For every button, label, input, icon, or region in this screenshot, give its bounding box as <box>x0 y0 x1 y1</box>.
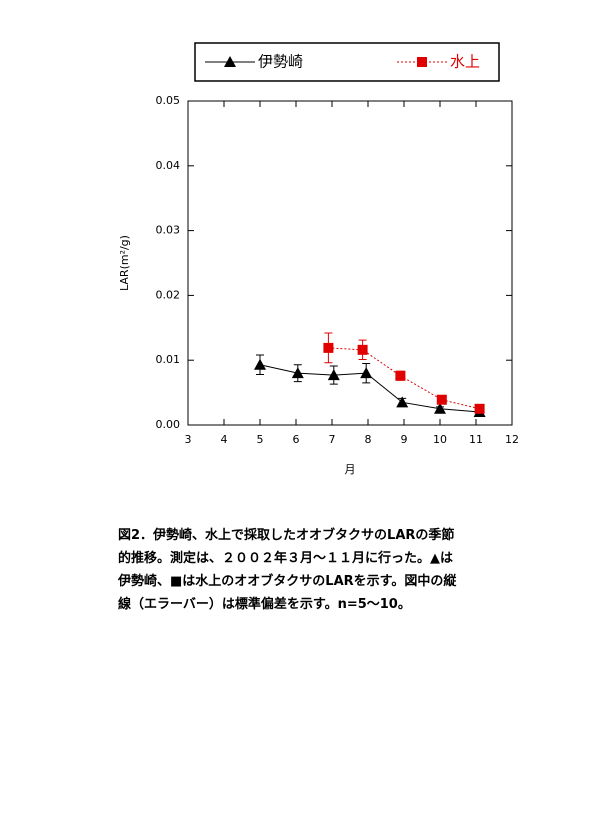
legend-marker <box>417 57 427 67</box>
legend-box <box>194 42 500 82</box>
legend-label: 伊勢崎 <box>258 53 303 71</box>
series-line <box>259 364 480 413</box>
x-tick-label: 4 <box>221 433 228 446</box>
y-axis-label: LAR(m²/g) <box>118 235 131 291</box>
marker <box>474 403 485 414</box>
marker <box>395 370 406 381</box>
y-tick-label: 0.00 <box>156 418 181 431</box>
caption-line: 伊勢崎、■は水上のオオブタクサのLARを示す。図中の縦 <box>118 574 457 589</box>
caption-line: 的推移。測定は、２００２年３月～１１月に行った。▲は <box>118 551 453 566</box>
marker <box>323 342 334 353</box>
marker <box>360 367 373 379</box>
marker <box>396 396 409 408</box>
marker <box>254 358 266 370</box>
y-tick-label: 0.02 <box>156 288 181 301</box>
caption-line: 線（エラーバー）は標準偏差を示す。n=5～10。 <box>118 597 411 612</box>
y-tick-label: 0.03 <box>156 224 181 237</box>
y-tick-label: 0.01 <box>156 353 181 366</box>
y-tick-label: 0.05 <box>156 94 181 107</box>
x-tick-label: 7 <box>329 433 336 446</box>
marker <box>357 344 368 355</box>
x-tick-label: 6 <box>293 433 300 446</box>
caption: 図2．伊勢崎、水上で採取したオオブタクサのLARの季節 的推移。測定は、２００２年… <box>118 524 538 616</box>
chart: LAR(m²/g) 月 0.00 0.01 0.02 0.03 0.04 0.05 3 4 5 6… <box>118 42 519 476</box>
x-tick-label: 5 <box>257 433 264 446</box>
y-tick-label: 0.04 <box>156 159 181 172</box>
x-tick-label: 10 <box>433 433 447 446</box>
plot-frame <box>187 100 513 426</box>
marker <box>291 367 304 379</box>
marker <box>327 369 340 381</box>
caption-line: 図2．伊勢崎、水上で採取したオオブタクサのLARの季節 <box>118 528 455 543</box>
legend-marker <box>224 56 236 67</box>
x-tick-label: 11 <box>469 433 483 446</box>
marker <box>434 402 446 414</box>
x-tick-label: 9 <box>401 433 408 446</box>
x-tick-label: 8 <box>365 433 372 446</box>
marker <box>436 394 447 405</box>
x-tick-label: 12 <box>505 433 519 446</box>
legend-label: 水上 <box>450 53 480 71</box>
x-tick-label: 3 <box>185 433 192 446</box>
x-axis-label: 月 <box>345 463 356 476</box>
